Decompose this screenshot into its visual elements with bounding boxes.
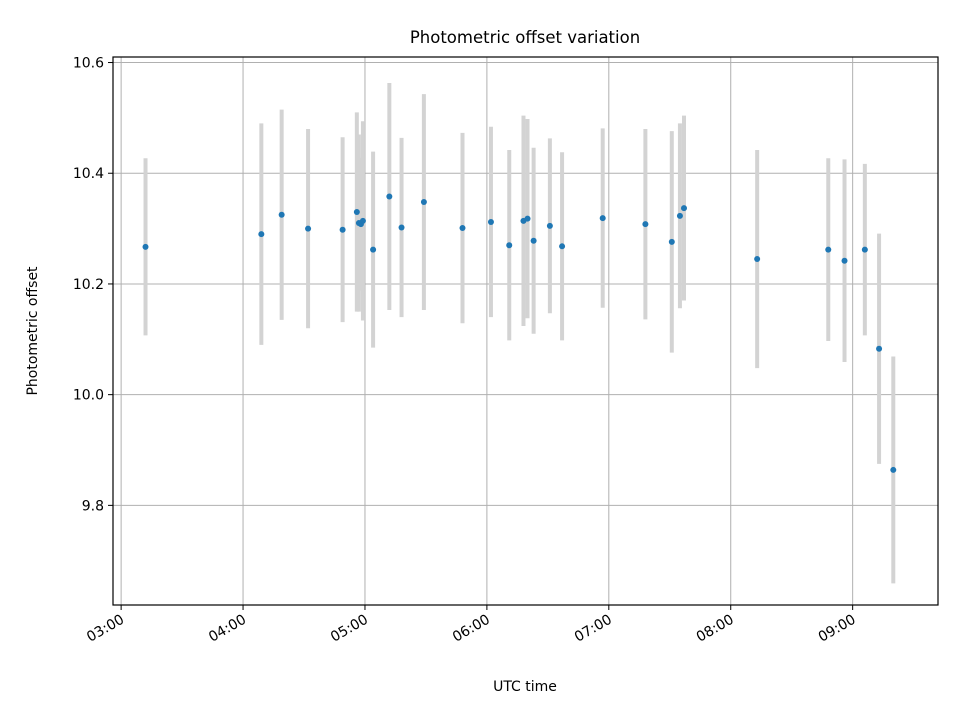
data-point — [530, 237, 537, 244]
data-points — [142, 193, 897, 473]
data-point — [258, 231, 265, 238]
y-tick-label: 10.4 — [73, 166, 104, 182]
data-point — [754, 256, 761, 263]
data-point — [668, 238, 675, 245]
y-axis-label: Photometric offset — [25, 266, 41, 396]
data-point — [825, 246, 832, 253]
data-point — [524, 215, 531, 222]
data-point — [487, 218, 494, 225]
data-point — [398, 224, 405, 231]
data-point — [676, 212, 683, 219]
x-axis-label: UTC time — [493, 679, 557, 695]
data-point — [559, 243, 566, 250]
y-tick-label: 9.8 — [82, 498, 104, 514]
data-point — [370, 246, 377, 253]
data-point — [459, 225, 466, 232]
data-point — [420, 199, 427, 206]
y-tick-label: 10.6 — [73, 56, 104, 72]
data-point — [642, 221, 649, 228]
data-point — [861, 246, 868, 253]
data-point — [876, 345, 883, 352]
data-point — [359, 217, 366, 224]
grid-lines — [113, 57, 938, 605]
data-point — [386, 193, 393, 200]
data-point — [841, 257, 848, 264]
data-point — [142, 243, 149, 250]
data-point — [278, 211, 285, 218]
plot-frame — [112, 56, 939, 606]
data-point — [890, 466, 897, 473]
y-tick-label: 10.0 — [73, 388, 104, 404]
chart-title: Photometric offset variation — [410, 28, 640, 47]
data-point — [680, 205, 687, 212]
data-point — [353, 208, 360, 215]
data-point — [339, 226, 346, 233]
data-point — [599, 215, 606, 222]
data-point — [305, 225, 312, 232]
data-point — [506, 242, 513, 249]
y-axis-ticks: 9.8 10.0 10.2 10.4 10.6 — [73, 56, 113, 514]
y-tick-label: 10.2 — [73, 277, 104, 293]
data-point — [546, 222, 553, 229]
